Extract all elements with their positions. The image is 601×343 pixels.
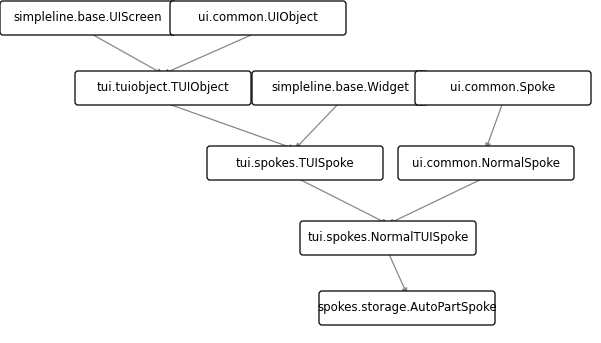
Text: tui.tuiobject.TUIObject: tui.tuiobject.TUIObject (97, 82, 230, 95)
FancyBboxPatch shape (300, 221, 476, 255)
Text: tui.spokes.NormalTUISpoke: tui.spokes.NormalTUISpoke (307, 232, 469, 245)
Text: ui.common.Spoke: ui.common.Spoke (450, 82, 556, 95)
Text: tui.spokes.TUISpoke: tui.spokes.TUISpoke (236, 156, 355, 169)
FancyBboxPatch shape (0, 1, 176, 35)
FancyArrowPatch shape (486, 102, 503, 148)
Text: ui.common.NormalSpoke: ui.common.NormalSpoke (412, 156, 560, 169)
FancyBboxPatch shape (398, 146, 574, 180)
FancyBboxPatch shape (75, 71, 251, 105)
FancyArrowPatch shape (164, 32, 258, 74)
FancyBboxPatch shape (207, 146, 383, 180)
Text: spokes.storage.AutoPartSpoke: spokes.storage.AutoPartSpoke (317, 301, 497, 315)
FancyArrowPatch shape (388, 252, 407, 293)
Text: simpleline.base.UIScreen: simpleline.base.UIScreen (14, 12, 162, 24)
FancyArrowPatch shape (389, 177, 486, 224)
FancyArrowPatch shape (163, 102, 294, 149)
Text: ui.common.UIObject: ui.common.UIObject (198, 12, 318, 24)
FancyBboxPatch shape (319, 291, 495, 325)
FancyArrowPatch shape (295, 177, 387, 223)
FancyBboxPatch shape (415, 71, 591, 105)
FancyArrowPatch shape (88, 32, 162, 73)
Text: simpleline.base.Widget: simpleline.base.Widget (271, 82, 409, 95)
FancyBboxPatch shape (170, 1, 346, 35)
FancyBboxPatch shape (252, 71, 428, 105)
FancyArrowPatch shape (296, 102, 340, 148)
